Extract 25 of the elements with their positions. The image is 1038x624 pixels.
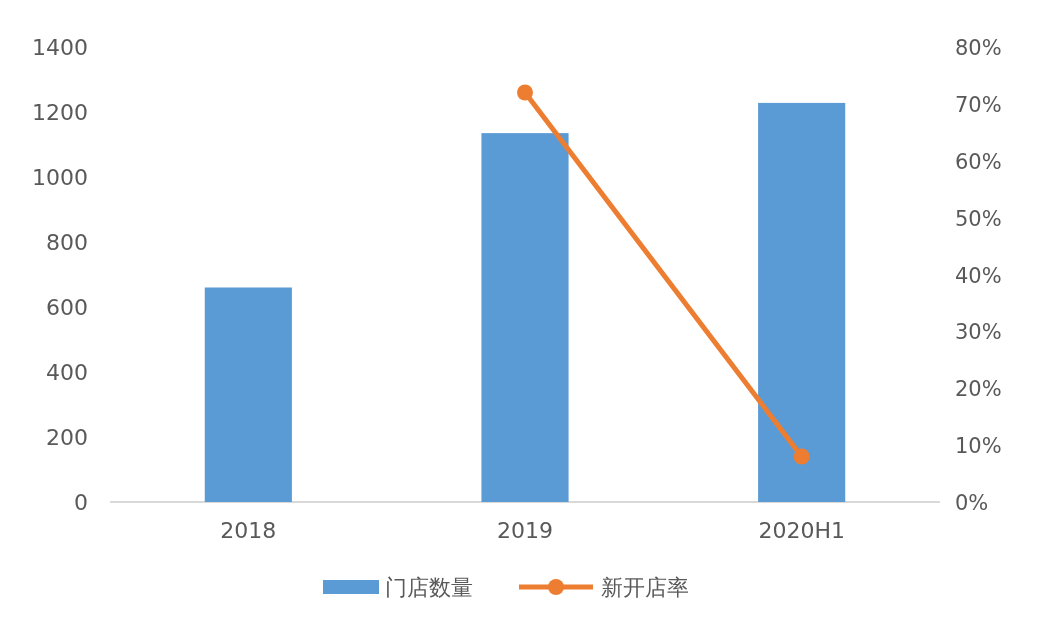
y2-tick-label: 80% (955, 36, 1002, 60)
y-tick-label: 1400 (32, 35, 88, 60)
y-tick-label: 600 (46, 295, 88, 320)
y-tick-label: 800 (46, 230, 88, 255)
y2-tick-label: 70% (955, 92, 1002, 117)
y2-tick-label: 10% (955, 434, 1002, 459)
y2-tick-label: 60% (955, 149, 1002, 174)
bar (758, 102, 846, 502)
legend-label: 新开店率 (601, 575, 689, 600)
y-tick-label: 200 (46, 425, 88, 450)
y-tick-label: 1200 (32, 100, 88, 125)
y2-tick-label: 0% (955, 491, 989, 515)
bar (481, 133, 569, 502)
y2-tick-label: 20% (955, 377, 1002, 402)
y-tick-label: 400 (46, 360, 88, 385)
y2-tick-label: 50% (955, 206, 1002, 231)
y-tick-label: 1000 (32, 165, 88, 190)
legend-label: 门店数量 (385, 575, 473, 600)
bar (204, 287, 292, 502)
x-tick-label: 2020H1 (758, 518, 845, 543)
x-tick-label: 2018 (220, 518, 277, 543)
x-tick-label: 2019 (497, 518, 553, 543)
y2-tick-label: 30% (955, 320, 1002, 345)
y2-tick-label: 40% (955, 263, 1002, 288)
y-tick-label: 0 (74, 490, 88, 515)
